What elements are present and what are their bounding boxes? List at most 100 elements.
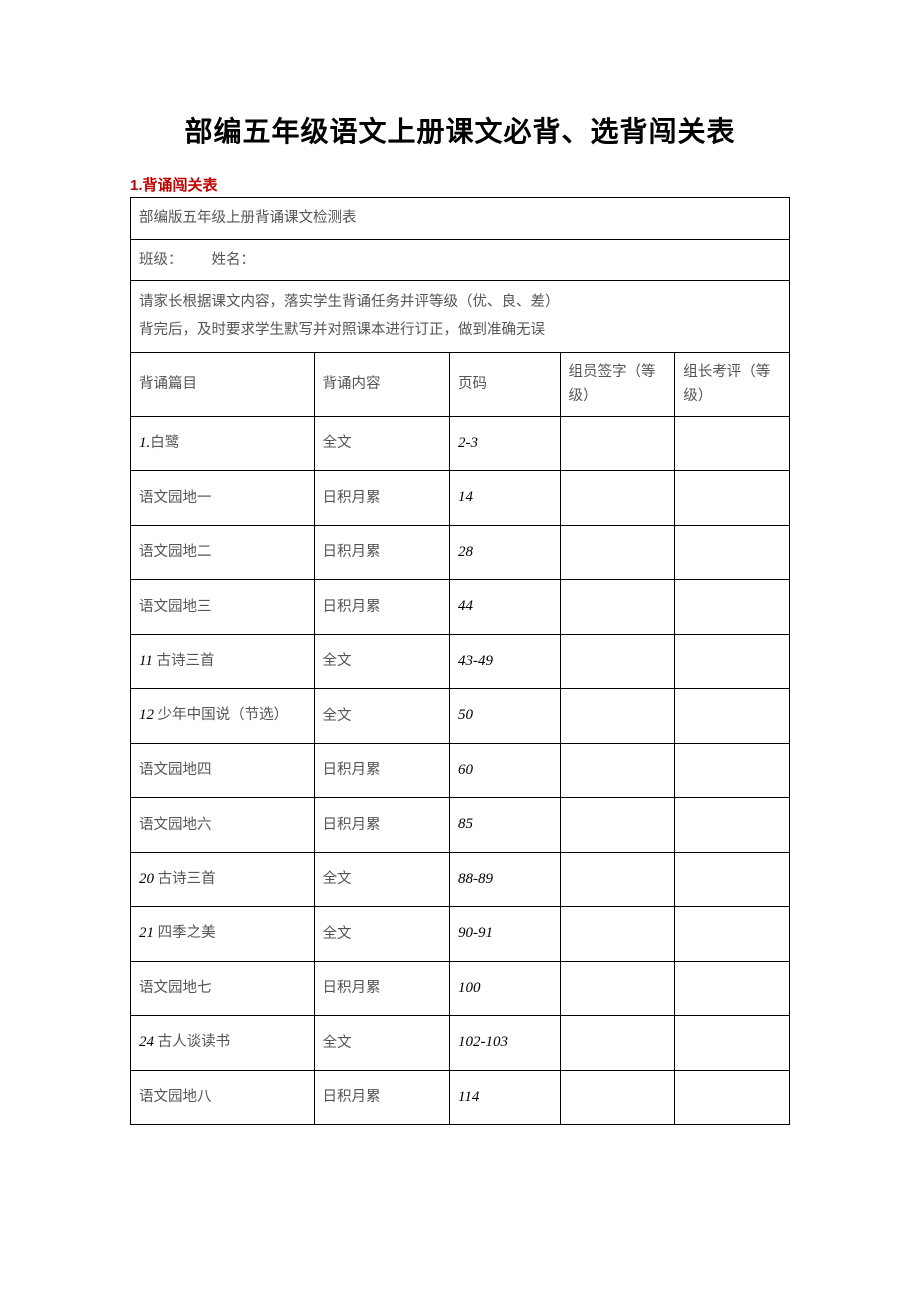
item-title: 语文园地七: [139, 980, 212, 996]
cell-member-signature: [560, 1016, 675, 1071]
cell-page: 50: [450, 689, 561, 744]
cell-leader-evaluation: [675, 471, 790, 526]
table-row: 11 古诗三首全文43-49: [131, 634, 790, 689]
recitation-table: 部编版五年级上册背诵课文检测表 班级： 姓名： 请家长根据课文内容，落实学生背诵…: [130, 197, 790, 1125]
cell-content: 全文: [314, 416, 450, 471]
table-row: 语文园地四 日积月累60: [131, 743, 790, 798]
cell-leader-evaluation: [675, 1016, 790, 1071]
table-row: 语文园地二 日积月累28: [131, 525, 790, 580]
col-header-leader: 组长考评（等级）: [675, 353, 790, 416]
col-header-title: 背诵篇目: [131, 353, 315, 416]
instructions-row: 请家长根据课文内容，落实学生背诵任务并评等级（优、良、差） 背完后，及时要求学生…: [131, 281, 790, 353]
cell-content: 全文: [314, 907, 450, 962]
cell-title: 语文园地八: [131, 1070, 315, 1125]
item-title: 古诗三首: [154, 871, 216, 887]
cell-page: 85: [450, 798, 561, 853]
section-heading: 1.背诵闯关表: [130, 174, 790, 195]
cell-member-signature: [560, 580, 675, 635]
item-number: 20: [139, 871, 154, 887]
cell-title: 语文园地三: [131, 580, 315, 635]
cell-page: 102-103: [450, 1016, 561, 1071]
item-title: 四季之美: [154, 925, 216, 941]
item-title: 语文园地一: [139, 490, 212, 506]
item-title: 语文园地三: [139, 599, 212, 615]
item-title: 语文园地六: [139, 817, 212, 833]
cell-page: 2-3: [450, 416, 561, 471]
cell-title: 11 古诗三首: [131, 634, 315, 689]
cell-page: 43-49: [450, 634, 561, 689]
cell-page: 90-91: [450, 907, 561, 962]
cell-content: 全文: [314, 689, 450, 744]
cell-content: 日积月累: [314, 525, 450, 580]
cell-page: 28: [450, 525, 561, 580]
cell-title: 语文园地一: [131, 471, 315, 526]
col-header-page: 页码: [450, 353, 561, 416]
item-title: 古人谈读书: [154, 1034, 230, 1050]
item-title: 语文园地八: [139, 1089, 212, 1105]
cell-leader-evaluation: [675, 907, 790, 962]
document-title: 部编五年级语文上册课文必背、选背闯关表: [130, 110, 790, 150]
item-title: 少年中国说（节选）: [154, 707, 288, 723]
item-number: 24: [139, 1034, 154, 1050]
cell-leader-evaluation: [675, 525, 790, 580]
name-label: 姓名：: [212, 252, 256, 268]
cell-title: 语文园地二: [131, 525, 315, 580]
cell-leader-evaluation: [675, 416, 790, 471]
cell-content: 日积月累: [314, 471, 450, 526]
cell-member-signature: [560, 1070, 675, 1125]
cell-page: 14: [450, 471, 561, 526]
cell-title: 语文园地六: [131, 798, 315, 853]
cell-title: 语文园地七: [131, 961, 315, 1016]
cell-page: 88-89: [450, 852, 561, 907]
table-row: 24 古人谈读书全文102-103: [131, 1016, 790, 1071]
table-row: 语文园地八 日积月累114: [131, 1070, 790, 1125]
cell-content: 全文: [314, 1016, 450, 1071]
cell-leader-evaluation: [675, 580, 790, 635]
cell-member-signature: [560, 634, 675, 689]
cell-page: 100: [450, 961, 561, 1016]
cell-member-signature: [560, 852, 675, 907]
cell-title: 21 四季之美: [131, 907, 315, 962]
cell-member-signature: [560, 471, 675, 526]
cell-page: 114: [450, 1070, 561, 1125]
cell-member-signature: [560, 798, 675, 853]
item-title: 古诗三首: [153, 653, 215, 669]
table-row: 1.白鹭全文2-3: [131, 416, 790, 471]
table-subtitle-row: 部编版五年级上册背诵课文检测表: [131, 198, 790, 240]
class-label: 班级：: [139, 252, 183, 268]
cell-member-signature: [560, 689, 675, 744]
cell-leader-evaluation: [675, 743, 790, 798]
cell-content: 日积月累: [314, 1070, 450, 1125]
cell-leader-evaluation: [675, 689, 790, 744]
cell-member-signature: [560, 743, 675, 798]
cell-member-signature: [560, 961, 675, 1016]
cell-page: 44: [450, 580, 561, 635]
cell-content: 日积月累: [314, 961, 450, 1016]
cell-title: 1.白鹭: [131, 416, 315, 471]
column-header-row: 背诵篇目 背诵内容 页码 组员签字（等级） 组长考评（等级）: [131, 353, 790, 416]
table-row: 20 古诗三首全文88-89: [131, 852, 790, 907]
cell-leader-evaluation: [675, 798, 790, 853]
cell-content: 日积月累: [314, 798, 450, 853]
cell-title: 24 古人谈读书: [131, 1016, 315, 1071]
table-row: 语文园地六 日积月累85: [131, 798, 790, 853]
cell-content: 全文: [314, 634, 450, 689]
instructions-cell: 请家长根据课文内容，落实学生背诵任务并评等级（优、良、差） 背完后，及时要求学生…: [131, 281, 790, 353]
cell-title: 语文园地四: [131, 743, 315, 798]
table-row: 语文园地七 日积月累100: [131, 961, 790, 1016]
table-row: 21 四季之美全文90-91: [131, 907, 790, 962]
cell-leader-evaluation: [675, 1070, 790, 1125]
item-title: 语文园地四: [139, 762, 212, 778]
table-row: 12 少年中国说（节选）全文50: [131, 689, 790, 744]
instructions-line2: 背完后，及时要求学生默写并对照课本进行订正，做到准确无误: [139, 317, 781, 345]
cell-leader-evaluation: [675, 961, 790, 1016]
table-row: 语文园地三日积月累44: [131, 580, 790, 635]
cell-content: 日积月累: [314, 743, 450, 798]
class-name-row: 班级： 姓名：: [131, 239, 790, 281]
item-title: 语文园地二: [139, 544, 212, 560]
cell-title: 12 少年中国说（节选）: [131, 689, 315, 744]
col-header-member: 组员签字（等级）: [560, 353, 675, 416]
cell-page: 60: [450, 743, 561, 798]
item-title: 白鹭: [150, 435, 179, 451]
instructions-line1: 请家长根据课文内容，落实学生背诵任务并评等级（优、良、差）: [139, 289, 781, 317]
